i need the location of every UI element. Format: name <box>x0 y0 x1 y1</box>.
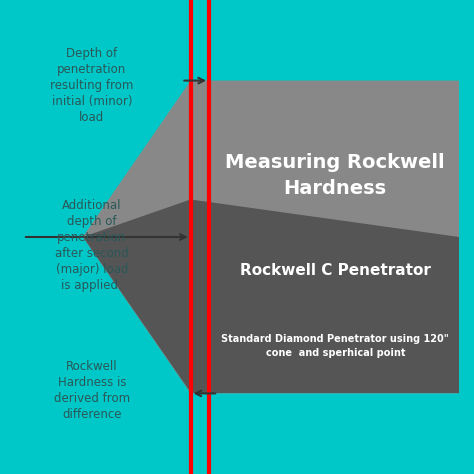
Polygon shape <box>82 200 459 274</box>
Text: Additional
depth of
penetration
after second
(major) load
is applied.: Additional depth of penetration after se… <box>55 199 129 292</box>
Polygon shape <box>82 237 459 393</box>
Text: Measuring Rockwell
Hardness: Measuring Rockwell Hardness <box>226 153 445 198</box>
Text: Rockwell
Hardness is
derived from
difference: Rockwell Hardness is derived from differ… <box>54 360 130 421</box>
Polygon shape <box>82 81 459 393</box>
Text: Standard Diamond Penetrator using 120"
cone  and sperhical point: Standard Diamond Penetrator using 120" c… <box>221 335 449 357</box>
Text: Rockwell C Penetrator: Rockwell C Penetrator <box>240 263 431 278</box>
Text: Depth of
penetration
resulting from
initial (minor)
load: Depth of penetration resulting from init… <box>50 47 134 124</box>
